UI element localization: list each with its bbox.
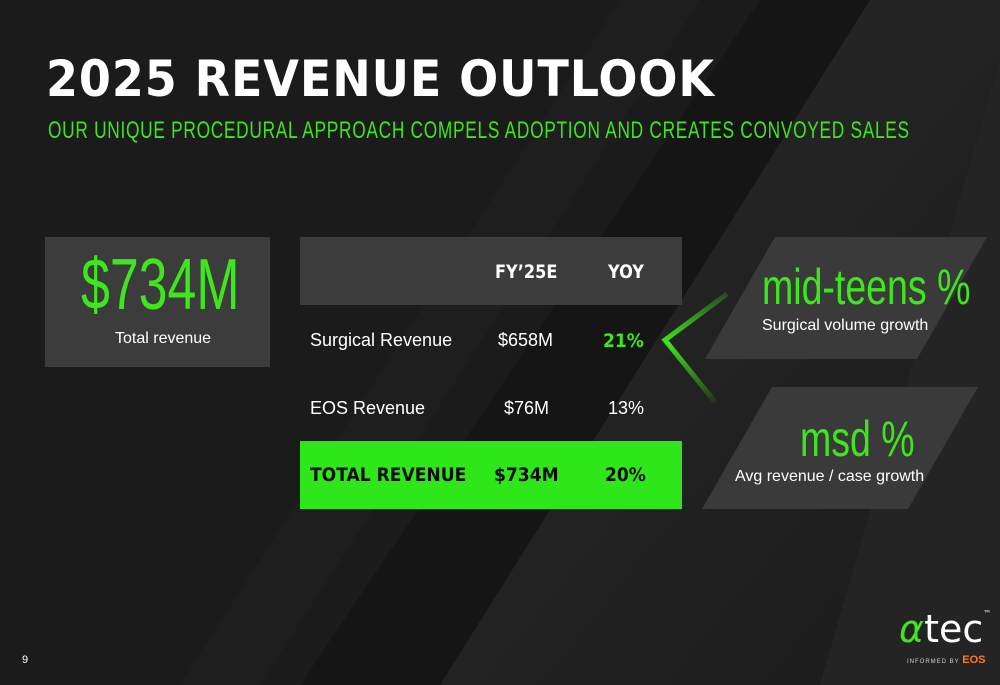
logo-tagline-text: INFORMED BY [907, 659, 960, 665]
page-subtitle: OUR UNIQUE PROCEDURAL APPROACH COMPELS A… [48, 117, 910, 144]
logo-trademark: ™ [983, 609, 992, 618]
logo-eos: EOS [962, 654, 986, 666]
callout-headline-avg-revenue: msd % [800, 411, 915, 467]
column-header-yoy: YOY [608, 261, 644, 283]
row-yoy: 21% [603, 330, 644, 352]
row-fy25e: $658M [498, 330, 554, 350]
table-row-total: TOTAL REVENUE $734M 20% [300, 441, 682, 509]
connector-bracket [661, 291, 729, 404]
total-revenue-label: Total revenue [115, 330, 212, 347]
logo-alpha-glyph: α [899, 607, 925, 651]
logo-wordmark: αtec™ [899, 607, 992, 651]
table-row: EOS Revenue $76M 13% [300, 377, 682, 441]
row-yoy: 20% [605, 464, 646, 486]
table-row: Surgical Revenue $658M 21% [300, 309, 682, 373]
callout-panel-surgical-volume [705, 237, 987, 359]
logo-tagline: INFORMED BY EOS [907, 654, 985, 666]
row-yoy: 13% [608, 398, 645, 418]
callout-caption-avg-revenue: Avg revenue / case growth [735, 468, 925, 485]
page-title: 2025 REVENUE OUTLOOK [46, 50, 715, 108]
table-header: FY’25E YOY [300, 237, 682, 305]
atec-logo: αtec™ INFORMED BY EOS [895, 610, 991, 670]
revenue-table: FY’25E YOY Surgical Revenue $658M 21% EO… [300, 237, 682, 509]
total-revenue-card: $734M Total revenue [45, 237, 270, 367]
row-label: Surgical Revenue [310, 330, 453, 350]
callout-panel-avg-revenue [702, 387, 978, 509]
row-fy25e: $76M [504, 398, 550, 418]
row-fy25e: $734M [494, 464, 559, 486]
callout-caption-surgical-volume: Surgical volume growth [762, 317, 929, 334]
total-revenue-value: $734M [81, 245, 240, 325]
page-number: 9 [22, 654, 29, 666]
callout-headline-surgical-volume: mid-teens % [762, 259, 971, 315]
row-label: TOTAL REVENUE [310, 464, 467, 486]
logo-brand-text: tec [924, 607, 984, 651]
column-header-fy25e: FY’25E [495, 261, 558, 283]
row-label: EOS Revenue [310, 398, 426, 418]
